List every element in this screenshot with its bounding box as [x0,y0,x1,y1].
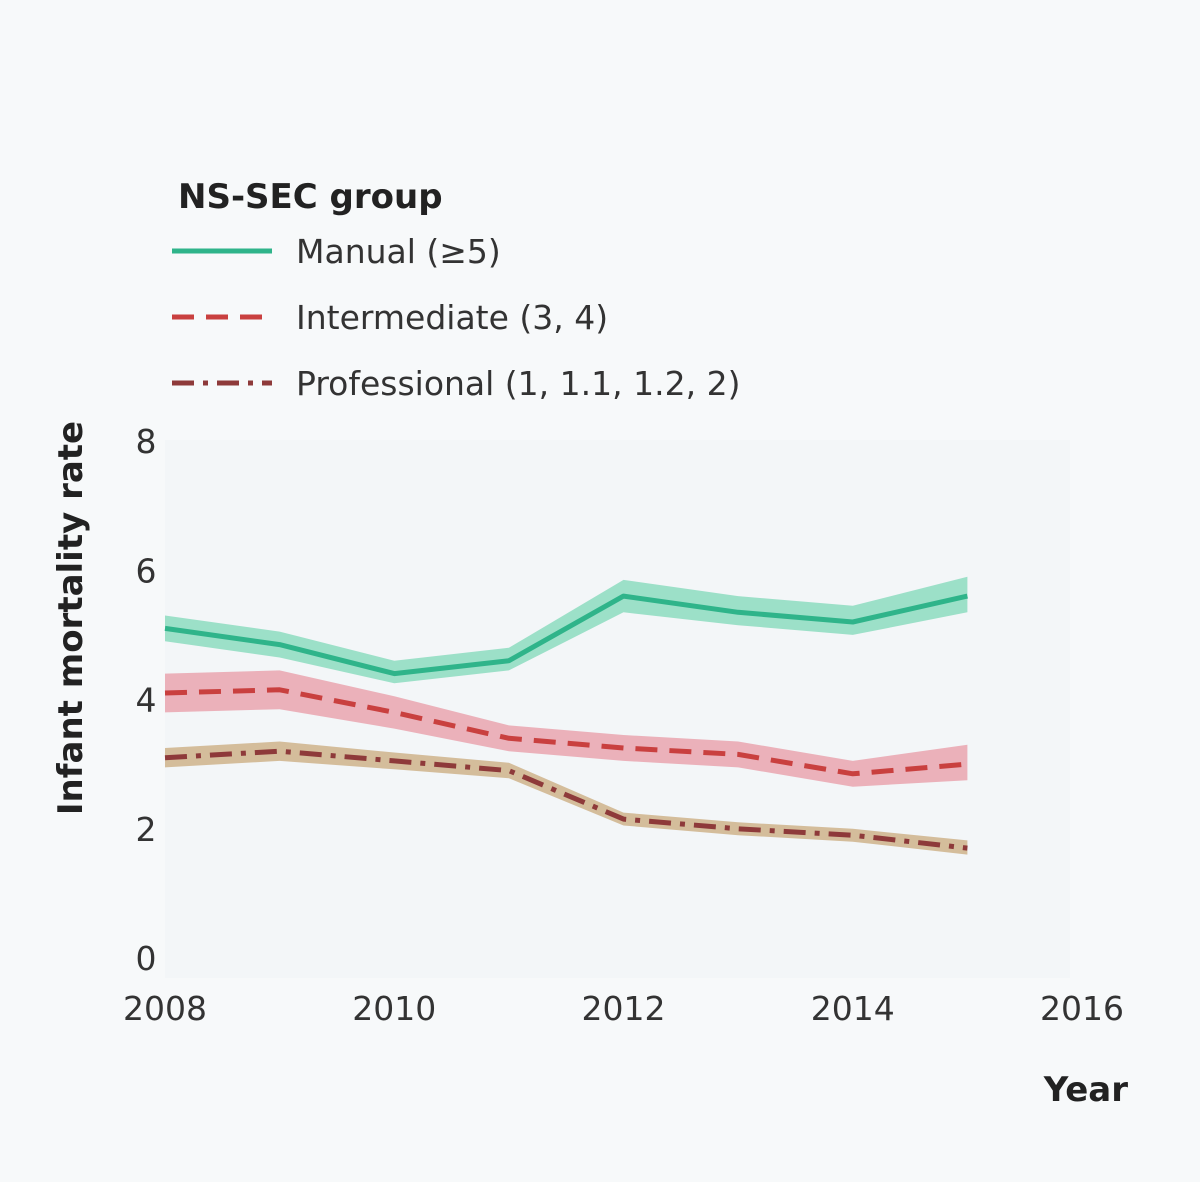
series-line-2 [164,748,968,851]
y-tick-label-1: 2 [136,810,157,849]
x-tick-label-3: 2014 [811,989,895,1028]
y-tick-label-3: 6 [136,551,157,590]
legend-label-1: Intermediate (3, 4) [296,298,608,337]
y-tick-label-0: 0 [136,939,157,978]
y-axis-ticks: 0 2 4 6 8 [136,422,157,978]
x-axis-ticks: 2008 2010 2012 2014 2016 [123,989,1124,1028]
legend: Manual (≥5) Intermediate (3, 4) Profession… [172,232,740,403]
legend-label-0: Manual (≥5) [296,232,501,271]
x-tick-label-2: 2012 [582,989,666,1028]
legend-label-2: Professional (1, 1.1, 1.2, 2) [296,364,740,403]
legend-title: NS-SEC group [178,177,443,217]
y-tick-label-4: 8 [136,422,157,461]
series-lines [164,593,968,851]
series-line-0 [164,593,968,677]
y-axis-label: Infant mortality rate [51,421,91,815]
x-tick-label-4: 2016 [1040,989,1124,1028]
x-axis-label: Year [1043,1070,1129,1110]
x-tick-label-1: 2010 [352,989,436,1028]
x-tick-label-0: 2008 [123,989,207,1028]
confidence-band-1 [165,670,968,787]
y-tick-label-2: 4 [136,681,157,720]
confidence-band-2 [165,741,968,855]
